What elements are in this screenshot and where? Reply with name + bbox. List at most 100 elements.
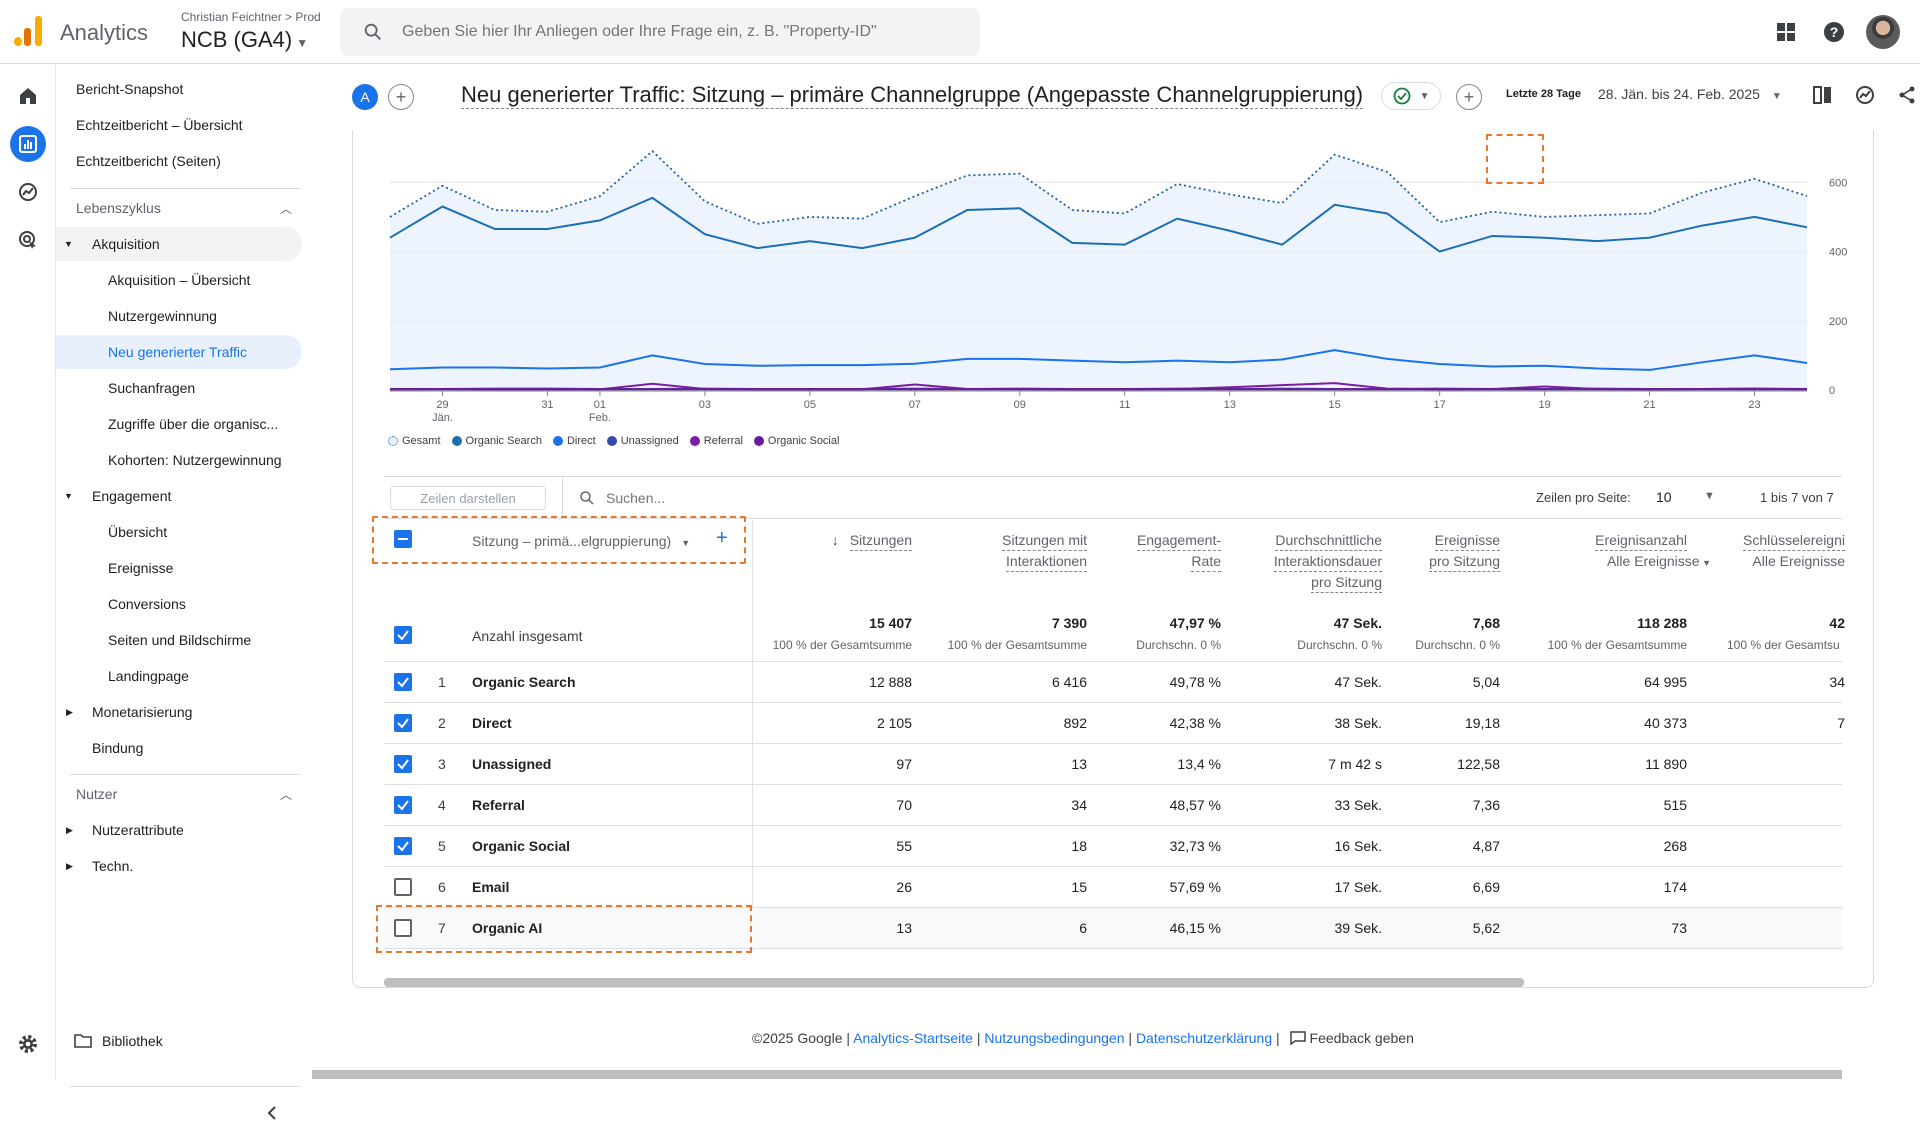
comparison-chip[interactable]: A — [352, 84, 378, 110]
page-horizontal-scrollbar[interactable] — [312, 1070, 1842, 1079]
nav-item-pages-screens[interactable]: Seiten und Bildschirme — [108, 623, 251, 657]
nav-group-engagement[interactable]: ▼Engagement — [56, 479, 302, 513]
home-icon[interactable] — [10, 78, 46, 114]
table-search-input[interactable] — [606, 490, 746, 506]
apps-grid-icon[interactable] — [1770, 16, 1802, 48]
footer-link-terms[interactable]: Nutzungsbedingungen — [984, 1030, 1124, 1046]
nav-item-acquisition-overview[interactable]: Akquisition – Übersicht — [108, 263, 250, 297]
legend-item[interactable]: Organic Social — [754, 435, 840, 447]
dimension-selector[interactable]: Sitzung – primä...elgruppierung)▼ — [472, 533, 690, 549]
table-search[interactable] — [578, 486, 778, 510]
nav-realtime-overview[interactable]: Echtzeitbericht – Übersicht — [76, 108, 243, 142]
nav-group-tech[interactable]: ▶Techn. — [56, 849, 302, 883]
column-header-3[interactable]: Engagement-Rate — [1137, 530, 1221, 572]
table-horizontal-scrollbar[interactable] — [384, 978, 1524, 987]
nav-item-acquisition-cohorts[interactable]: Kohorten: Nutzergewinnung — [108, 443, 282, 477]
legend-swatch — [690, 436, 700, 446]
plot-rows-button[interactable]: Zeilen darstellen — [390, 486, 546, 510]
column-header-event-filter[interactable]: Alle Ereignisse ▼ — [1595, 551, 1711, 573]
add-dimension-plus-icon[interactable]: + — [716, 528, 728, 548]
legend-item[interactable]: Gesamt — [388, 435, 441, 447]
nav-item-retention[interactable]: Bindung — [92, 731, 143, 765]
nav-report-snapshot[interactable]: Bericht-Snapshot — [76, 72, 183, 106]
row-channel-name[interactable]: Referral — [472, 785, 525, 825]
explore-icon[interactable] — [10, 174, 46, 210]
row-checkbox[interactable] — [394, 673, 412, 691]
feedback-button[interactable]: Feedback geben — [1290, 1030, 1414, 1046]
select-all-checkbox[interactable] — [394, 530, 412, 548]
nav-section-lifecycle[interactable]: Lebenszyklus︿ — [76, 191, 306, 225]
add-filter-plus-icon[interactable]: + — [1456, 84, 1482, 110]
collapse-nav-chevron-left-icon[interactable] — [266, 1096, 278, 1130]
footer-link-analytics-home[interactable]: Analytics-Startseite — [853, 1030, 973, 1046]
row-checkbox[interactable] — [394, 878, 412, 896]
account-breadcrumb[interactable]: Christian Feichtner > Prod — [181, 10, 321, 24]
nav-item-organic-search[interactable]: Zugriffe über die organisc... — [108, 407, 278, 441]
share-icon[interactable] — [1894, 82, 1920, 108]
help-icon[interactable]: ? — [1818, 16, 1850, 48]
legend-item[interactable]: Unassigned — [607, 435, 679, 447]
row-channel-name[interactable]: Organic Social — [472, 826, 570, 866]
row-checkbox[interactable] — [394, 796, 412, 814]
total-row-checkbox[interactable] — [394, 626, 412, 644]
nav-item-engagement-overview[interactable]: Übersicht — [108, 515, 167, 549]
nav-item-landing-page[interactable]: Landingpage — [108, 659, 189, 693]
nav-section-user[interactable]: Nutzer︿ — [76, 777, 306, 811]
search-box[interactable] — [340, 8, 980, 56]
footer-link-privacy[interactable]: Datenschutzerklärung — [1136, 1030, 1272, 1046]
legend-item[interactable]: Organic Search — [452, 435, 542, 447]
nav-item-traffic-acquisition[interactable]: Neu generierter Traffic — [56, 335, 302, 369]
rows-per-page-select[interactable]: 10 — [1656, 489, 1672, 505]
column-header-event-filter[interactable]: Alle Ereignisse — [1743, 551, 1845, 571]
insights-icon[interactable] — [1852, 82, 1878, 108]
legend-item[interactable]: Direct — [553, 435, 596, 447]
nav-item-user-acquisition[interactable]: Nutzergewinnung — [108, 299, 217, 333]
settings-gear-icon[interactable] — [10, 1026, 46, 1062]
nav-group-user-attributes[interactable]: ▶Nutzerattribute — [56, 813, 302, 847]
sort-descending-icon[interactable]: ↓ — [832, 530, 839, 550]
row-channel-name[interactable]: Unassigned — [472, 744, 551, 784]
nav-item-search-queries[interactable]: Suchanfragen — [108, 371, 195, 405]
caret-right-icon: ▶ — [66, 825, 73, 836]
row-checkbox[interactable] — [394, 755, 412, 773]
caret-down-icon[interactable]: ▼ — [1704, 490, 1715, 502]
reports-icon[interactable] — [10, 126, 46, 162]
row-channel-name[interactable]: Organic Search — [472, 662, 576, 702]
nav-realtime-pages[interactable]: Echtzeitbericht (Seiten) — [76, 144, 221, 178]
x-tick-label: 19 — [1538, 399, 1550, 411]
nav-group-monetization[interactable]: ▶Monetarisierung — [56, 695, 302, 729]
add-comparison-plus-icon[interactable]: + — [388, 84, 414, 110]
legend-item[interactable]: Referral — [690, 435, 743, 447]
compare-columns-icon[interactable] — [1810, 82, 1836, 108]
x-tick-sublabel: Feb. — [589, 412, 611, 424]
column-header-1[interactable]: Sitzungen↓ — [850, 530, 912, 551]
row-checkbox[interactable] — [394, 714, 412, 732]
row-checkbox[interactable] — [394, 837, 412, 855]
row-channel-name[interactable]: Email — [472, 867, 509, 907]
date-range-selector[interactable]: 28. Jän. bis 24. Feb. 2025▼ — [1598, 86, 1782, 102]
nav-item-events[interactable]: Ereignisse — [108, 551, 173, 585]
avatar[interactable] — [1866, 15, 1900, 49]
report-status-pill[interactable]: ▼ — [1381, 82, 1441, 110]
nav-group-acquisition[interactable]: ▼Akquisition — [56, 227, 302, 261]
property-selector[interactable]: NCB (GA4)▼ — [181, 27, 308, 53]
advertising-icon[interactable] — [10, 222, 46, 258]
nav-item-conversions[interactable]: Conversions — [108, 587, 186, 621]
pagination-status: 1 bis 7 von 7 — [1760, 490, 1834, 505]
nav-library[interactable]: Bibliothek — [74, 1024, 163, 1058]
row-channel-name[interactable]: Direct — [472, 703, 512, 743]
analytics-logo[interactable] — [14, 16, 44, 46]
search-input[interactable] — [402, 20, 962, 44]
